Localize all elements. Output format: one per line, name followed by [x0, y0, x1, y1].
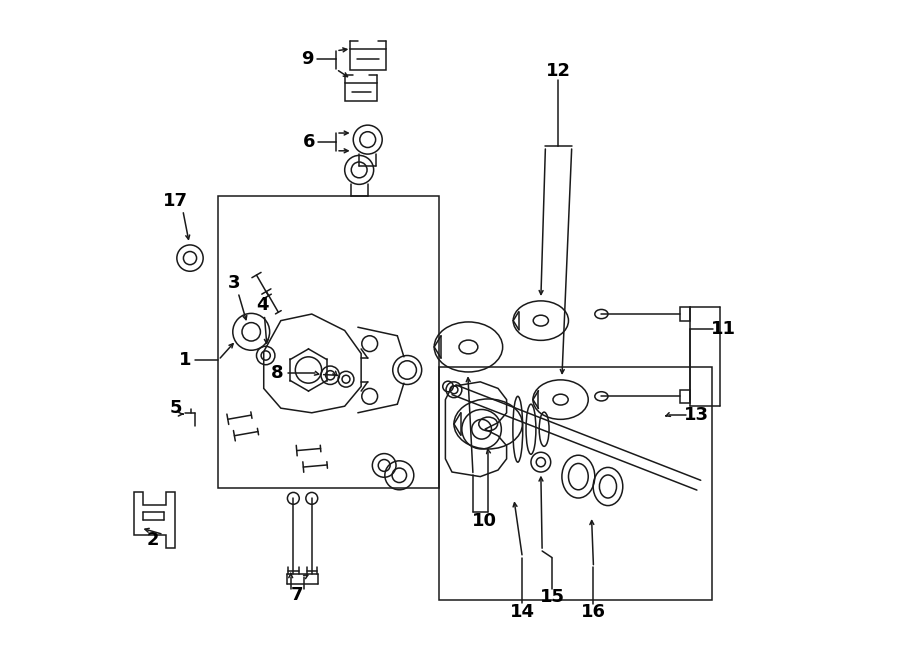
- Text: 14: 14: [510, 603, 535, 621]
- Text: 13: 13: [684, 406, 709, 424]
- Bar: [439, 367, 712, 600]
- Text: 2: 2: [146, 531, 158, 549]
- Text: 3: 3: [228, 274, 240, 292]
- Text: 17: 17: [163, 192, 188, 210]
- Text: 9: 9: [302, 50, 314, 68]
- Bar: [346, 83, 377, 101]
- Text: 7: 7: [291, 586, 303, 604]
- Text: 1: 1: [179, 351, 192, 369]
- Bar: [680, 307, 690, 321]
- Text: 5: 5: [169, 399, 182, 417]
- Text: 8: 8: [271, 364, 284, 382]
- Bar: [219, 196, 439, 488]
- Text: 4: 4: [256, 297, 269, 315]
- Bar: [349, 49, 386, 70]
- Text: 16: 16: [581, 603, 606, 621]
- Bar: [680, 390, 690, 403]
- Text: 10: 10: [472, 512, 498, 530]
- Text: 12: 12: [545, 61, 571, 79]
- Text: 15: 15: [539, 588, 564, 606]
- Text: 11: 11: [711, 319, 735, 338]
- Text: 6: 6: [303, 133, 315, 151]
